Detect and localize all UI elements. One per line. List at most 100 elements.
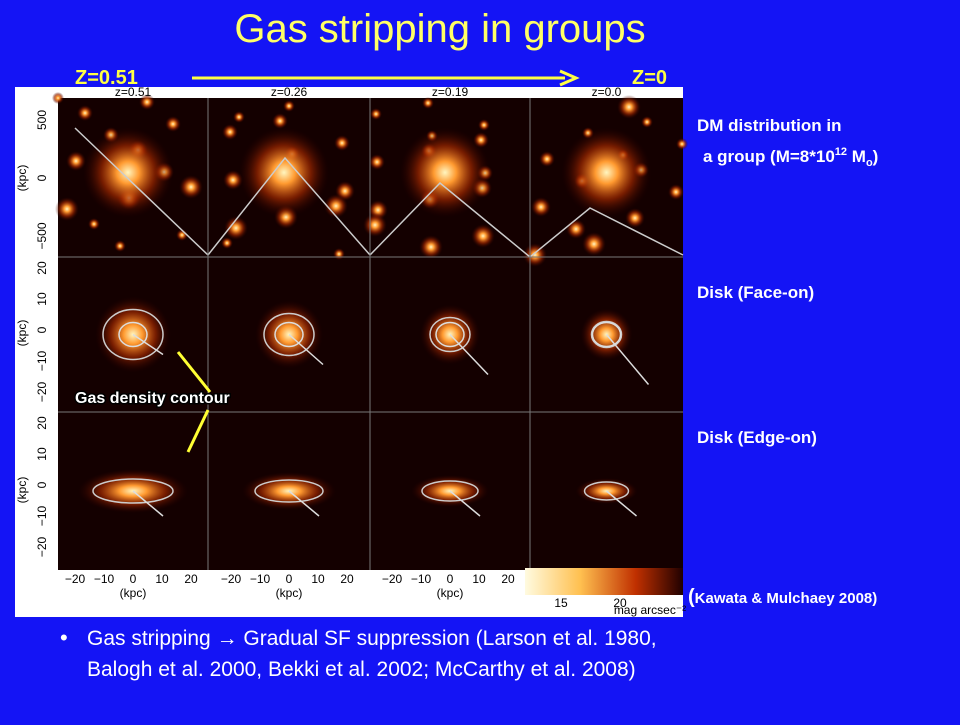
contour bbox=[92, 478, 174, 504]
side-label: a group (M=8*1012 Mo) bbox=[703, 146, 878, 169]
contour-annotation: Gas density contour bbox=[75, 390, 230, 407]
halo-core bbox=[83, 127, 173, 218]
halo-blob bbox=[370, 108, 382, 120]
halo-blob bbox=[176, 229, 188, 241]
x-tick-label: −20 bbox=[382, 572, 403, 586]
velocity-arrow bbox=[288, 490, 320, 517]
halo-blob bbox=[531, 197, 551, 217]
y-tick-label: 0 bbox=[35, 174, 49, 181]
orbit-line bbox=[74, 127, 684, 258]
y-tick-label: −10 bbox=[35, 505, 49, 526]
x-tick-label: −10 bbox=[94, 572, 115, 586]
halo-blob bbox=[419, 235, 443, 259]
citation-part: Kawata & Mulchaey 2008) bbox=[695, 590, 878, 607]
halo-blob bbox=[55, 197, 79, 221]
bullet-part: Gas stripping bbox=[87, 627, 217, 650]
halo-blob bbox=[422, 97, 434, 109]
contour bbox=[435, 321, 465, 348]
contour bbox=[429, 316, 471, 353]
colorbar-tick-label: 15 bbox=[554, 596, 568, 610]
contour bbox=[263, 312, 315, 357]
velocity-arrow bbox=[288, 333, 324, 366]
halo-blob bbox=[478, 119, 490, 131]
x-tick-label: −10 bbox=[250, 572, 271, 586]
velocity-arrow bbox=[606, 490, 637, 517]
label-part: ) bbox=[873, 147, 879, 166]
y-tick-label: 20 bbox=[35, 261, 49, 275]
velocity-arrow bbox=[605, 334, 650, 385]
contour bbox=[118, 321, 148, 348]
y-tick-label: −10 bbox=[35, 350, 49, 371]
citation-part: ( bbox=[688, 586, 695, 608]
colorbar-tick-label: 20 bbox=[613, 596, 627, 610]
panel-label: z=0.19 bbox=[432, 85, 469, 99]
redshift-end: Z=0 bbox=[632, 67, 667, 89]
x-axis-label: (kpc) bbox=[276, 586, 303, 600]
halo-blob bbox=[369, 154, 385, 170]
contour bbox=[591, 321, 622, 348]
x-tick-label: −10 bbox=[411, 572, 432, 586]
x-tick-label: 20 bbox=[501, 572, 515, 586]
halo-blob bbox=[582, 232, 606, 256]
halo-blob bbox=[324, 194, 348, 218]
halo-blob bbox=[222, 124, 238, 140]
bullet-marker: • bbox=[60, 625, 68, 650]
halo-blob bbox=[539, 151, 555, 167]
contour bbox=[583, 481, 630, 501]
halo-blob bbox=[333, 248, 345, 260]
subscript: o bbox=[866, 157, 873, 169]
y-tick-label: −20 bbox=[35, 536, 49, 557]
contour bbox=[102, 308, 164, 361]
bullet-arrow: → bbox=[217, 627, 238, 650]
halo-blob bbox=[283, 100, 295, 112]
x-tick-label: 20 bbox=[184, 572, 198, 586]
annotation-pointer bbox=[186, 409, 210, 453]
halo-blob bbox=[77, 105, 93, 121]
y-tick-label: 10 bbox=[35, 447, 49, 461]
velocity-arrow bbox=[132, 490, 164, 517]
halo-blob bbox=[179, 175, 203, 199]
halo-core bbox=[400, 127, 490, 218]
y-tick-label: 0 bbox=[35, 326, 49, 333]
halo-blob bbox=[334, 135, 350, 151]
redshift-arrowhead bbox=[559, 69, 580, 87]
velocity-arrow bbox=[132, 333, 164, 356]
x-axis-label: (kpc) bbox=[437, 586, 464, 600]
contour bbox=[254, 479, 324, 503]
velocity-arrow bbox=[449, 490, 481, 517]
superscript: 12 bbox=[835, 146, 847, 158]
x-tick-label: 0 bbox=[130, 572, 137, 586]
velocity-arrow bbox=[449, 333, 489, 376]
y-tick-label: −500 bbox=[35, 222, 49, 249]
x-tick-label: 10 bbox=[311, 572, 325, 586]
redshift-start: Z=0.51 bbox=[75, 67, 138, 89]
x-tick-label: −20 bbox=[221, 572, 242, 586]
bullet-text: Gas stripping → Gradual SF suppression (… bbox=[87, 627, 657, 650]
label-part: M bbox=[847, 147, 866, 166]
halo-blob bbox=[165, 116, 181, 132]
side-label: Disk (Face-on) bbox=[697, 283, 814, 302]
halo-blob bbox=[566, 219, 586, 239]
annotation-pointer bbox=[176, 351, 212, 393]
halo-blob bbox=[272, 113, 288, 129]
halo-blob bbox=[114, 240, 126, 252]
panel-label: z=0.51 bbox=[115, 85, 152, 99]
halo-blob bbox=[223, 170, 243, 190]
colorbar bbox=[525, 568, 683, 595]
halo-blob bbox=[676, 138, 688, 150]
halo-blob bbox=[641, 116, 653, 128]
halo-core bbox=[239, 127, 329, 218]
halo-blob bbox=[221, 237, 233, 249]
y-axis-label: (kpc) bbox=[15, 477, 29, 504]
halo-blob bbox=[625, 208, 645, 228]
x-tick-label: 0 bbox=[286, 572, 293, 586]
panel-label: z=0.0 bbox=[592, 85, 622, 99]
halo-blob bbox=[523, 243, 547, 267]
halo-blob bbox=[66, 151, 86, 171]
bullet-text: Balogh et al. 2000, Bekki et al. 2002; M… bbox=[87, 658, 636, 681]
figure: z=0.51 z=0.26 z=0.19 z=0.05000−50020100−10−… bbox=[15, 85, 688, 617]
bullet-part: Gradual SF suppression (Larson et al. 19… bbox=[238, 627, 657, 650]
x-tick-label: 10 bbox=[472, 572, 486, 586]
halo-blob bbox=[224, 216, 248, 240]
